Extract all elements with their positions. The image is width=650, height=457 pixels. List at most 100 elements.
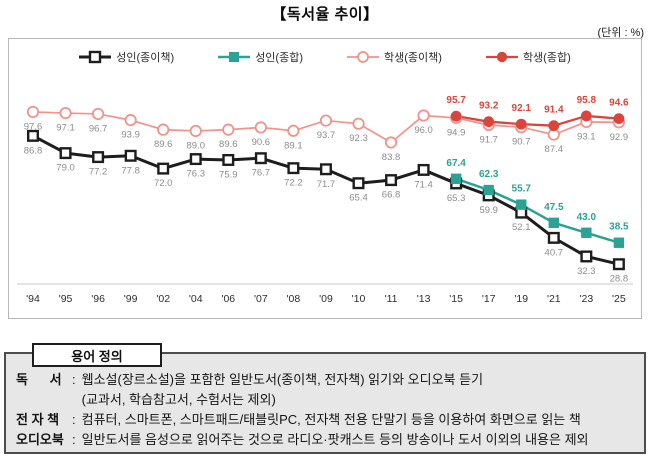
definitions-title: 용어 정의 (71, 348, 123, 364)
data-point-marker (580, 110, 592, 122)
definition-term: 오디오북 (16, 432, 64, 447)
legend-label: 성인(종이책) (116, 52, 175, 64)
data-point-marker (287, 162, 300, 175)
data-point-label: 93.9 (121, 130, 140, 141)
legend-label: 학생(종이책) (384, 52, 442, 64)
x-axis-label: '06 (221, 293, 235, 305)
data-point-marker (548, 217, 559, 229)
x-axis-label: '17 (482, 293, 496, 305)
definition-row-reading: 독 서 : 웹소설(장르소설)을 포함한 일반도서(종이책, 전자책) 읽기와 … (16, 370, 634, 410)
definition-description: 컴퓨터, 스마트폰, 스마트패드/태블릿PC, 전자책 전용 단말기 등을 이용… (82, 410, 634, 430)
data-point-marker (222, 153, 235, 166)
x-axis-label: '99 (124, 293, 138, 305)
data-point-label: 62.3 (479, 169, 499, 180)
data-point-marker (92, 151, 105, 164)
legend-item-성인(종합): 성인(종합) (218, 49, 303, 65)
data-point-marker (59, 106, 72, 120)
legend-marker-icon (79, 50, 112, 64)
legend-label: 성인(종합) (255, 52, 303, 64)
data-point-label: 92.9 (610, 132, 629, 143)
data-point-label: 65.3 (447, 193, 466, 204)
data-point-label: 77.2 (89, 167, 108, 178)
data-point-label: 90.6 (252, 137, 271, 148)
data-point-label: 92.3 (349, 133, 368, 144)
x-axis-label: '23 (580, 293, 594, 305)
data-point-marker (483, 116, 495, 128)
line-chart: '94 '95 '96 '99 '02 '04 '06 '07 '08 '09 '10 '11 '13 '… (17, 95, 633, 305)
legend-item-학생(종합): 학생(종합) (485, 49, 571, 65)
data-point-label: 28.8 (610, 274, 629, 285)
data-point-label: 77.8 (121, 165, 140, 176)
data-point-marker (319, 114, 333, 127)
definition-row-ebook: 전 자 책 : 컴퓨터, 스마트폰, 스마트패드/태블릿PC, 전자책 전용 단… (16, 410, 634, 430)
data-point-label: 83.8 (382, 152, 401, 163)
data-point-marker (547, 231, 560, 244)
data-point-label: 72.0 (154, 178, 173, 189)
data-point-label: 66.8 (382, 190, 401, 201)
data-point-label: 90.7 (512, 137, 531, 148)
data-point-label: 87.4 (545, 144, 564, 155)
data-point-label: 71.7 (317, 179, 336, 190)
definition-colon: : (72, 432, 76, 447)
data-point-marker (254, 152, 267, 165)
page-title: 【독서율 추이】 (271, 6, 379, 23)
data-point-marker (352, 117, 365, 130)
definition-description-line: 컴퓨터, 스마트폰, 스마트패드/태블릿PC, 전자책 전용 단말기 등을 이용… (81, 412, 581, 427)
data-point-marker (417, 163, 430, 176)
data-point-label: 86.8 (24, 145, 43, 156)
data-point-marker (581, 227, 592, 238)
definition-colon: : (72, 372, 76, 387)
reading-rate-chart-panel: '94 '95 '96 '99 '02 '04 '06 '07 '08 '09 '10 '11 '13 '… (8, 38, 642, 319)
data-point-marker (124, 149, 137, 162)
data-point-label: 94.9 (447, 127, 466, 138)
data-point-label: 71.4 (414, 179, 433, 190)
x-axis-label: '95 (59, 293, 73, 305)
data-point-label: 75.9 (219, 169, 238, 180)
data-point-label: 96.7 (89, 123, 108, 134)
data-point-label: 65.4 (349, 193, 368, 204)
series-line-학생(종합) (455, 114, 619, 127)
data-point-label: 79.0 (56, 163, 75, 174)
definitions-list: 독 서 : 웹소설(장르소설)을 포함한 일반도서(종이책, 전자책) 읽기와 … (6, 354, 644, 454)
data-point-marker (385, 174, 398, 187)
data-point-label: 89.0 (187, 140, 206, 151)
legend-marker-icon (485, 51, 518, 63)
data-point-label: 52.1 (512, 222, 531, 233)
data-point-marker (613, 237, 625, 248)
data-point-label: 43.0 (577, 212, 597, 223)
data-point-label: 55.7 (512, 184, 532, 195)
series-line-성인(종이책) (32, 134, 620, 266)
data-point-marker (222, 123, 235, 136)
data-point-label: 89.6 (154, 139, 173, 150)
x-axis-label: '08 (287, 293, 301, 305)
x-axis-label: '11 (385, 293, 398, 305)
definition-description-line: 일반도서를 음성으로 읽어주는 것으로 라디오·팟캐스트 등의 방송이나 도서 … (81, 432, 589, 447)
x-axis-label: '21 (547, 293, 561, 305)
legend-item-학생(종이책): 학생(종이책) (347, 49, 442, 65)
data-point-marker (124, 114, 137, 127)
definition-description: 일반도서를 음성으로 읽어주는 것으로 라디오·팟캐스트 등의 방송이나 도서 … (82, 430, 634, 450)
definition-description-line: (교과서, 학습참고서, 수험서는 제외) (81, 392, 276, 407)
data-point-label: 59.9 (479, 205, 498, 216)
definition-description: 웹소설(장르소설)을 포함한 일반도서(종이책, 전자책) 읽기와 오디오북 듣… (82, 370, 634, 410)
data-point-label: 32.3 (577, 266, 596, 277)
chart-legend: 성인(종이책) 성인(종합) 학생(종이책) 학생(종합) (9, 49, 641, 65)
data-point-marker (612, 258, 625, 271)
x-axis-label: '13 (417, 293, 431, 305)
x-axis-label: '15 (449, 293, 463, 305)
data-point-marker (92, 107, 105, 121)
data-point-label: 97.1 (56, 123, 75, 134)
data-point-marker (384, 136, 398, 149)
series-line-성인(종합) (455, 177, 620, 244)
data-point-marker (319, 163, 332, 176)
data-point-marker (613, 113, 625, 124)
data-point-label: 97.6 (24, 121, 43, 132)
definition-colon: : (72, 412, 76, 427)
data-point-label: 40.7 (545, 247, 564, 258)
x-axis-label: '25 (612, 293, 626, 305)
x-axis-label: '04 (189, 293, 203, 305)
definitions-panel: 용어 정의 독 서 : 웹소설(장르소설)을 포함한 일반도서(종이책, 전자책… (4, 343, 646, 454)
data-point-marker (59, 147, 72, 160)
data-point-label: 76.3 (187, 169, 206, 180)
definitions-title-box: 용어 정의 (32, 343, 162, 367)
